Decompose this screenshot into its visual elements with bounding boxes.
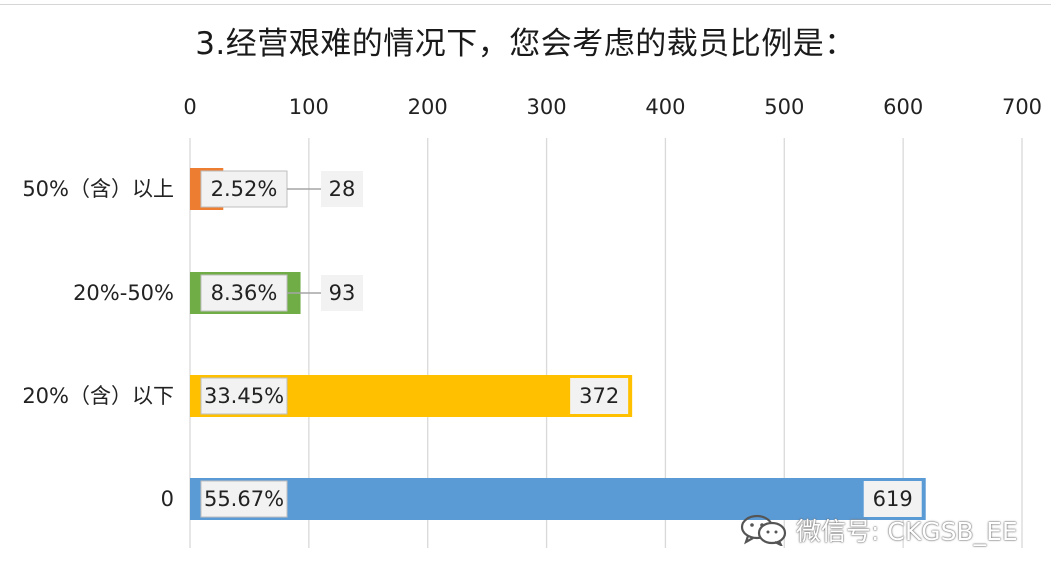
category-label: 20%-50% [73, 281, 174, 305]
wechat-icon [740, 514, 787, 546]
percent-label-box [200, 377, 288, 415]
percent-label: 8.36% [211, 281, 278, 305]
percent-label-box [200, 274, 288, 312]
chart-title: 3.经营艰难的情况下，您会考虑的裁员比例是： [195, 26, 856, 62]
x-axis-ticks: 0 100 200 300 400 500 600 700 [183, 95, 1042, 119]
value-label: 372 [579, 384, 619, 408]
category-label: 0 [161, 487, 174, 511]
x-tick-label: 600 [883, 95, 923, 119]
x-tick-label: 400 [645, 95, 685, 119]
value-label: 93 [329, 281, 356, 305]
value-label: 28 [329, 177, 356, 201]
bar [190, 478, 926, 520]
x-tick-label: 200 [408, 95, 448, 119]
value-label: 619 [873, 487, 913, 511]
x-tick-label: 100 [289, 95, 329, 119]
x-tick-label: 300 [527, 95, 567, 119]
category-label: 50%（含）以上 [22, 177, 174, 201]
category-label: 20%（含）以下 [22, 384, 174, 408]
watermark-text: 微信号: CKGSB_EE [796, 517, 1018, 546]
x-tick-label: 0 [183, 95, 196, 119]
percent-label: 2.52% [211, 177, 278, 201]
bars [190, 168, 926, 520]
x-tick-label: 700 [1002, 95, 1042, 119]
percent-label: 33.45% [204, 384, 284, 408]
x-tick-label: 500 [764, 95, 804, 119]
top-border-line [0, 4, 1051, 5]
value-label-box [570, 378, 629, 414]
value-label-box [321, 171, 363, 207]
watermark: 微信号: CKGSB_EE [740, 512, 1018, 548]
percent-label: 55.67% [204, 487, 284, 511]
percent-label-box [200, 170, 288, 208]
value-label-box [863, 481, 922, 517]
data-labels: 2.52% 28 8.36% 93 33.45% 372 55.67% 619 [200, 170, 922, 518]
value-label-box [321, 275, 363, 311]
category-labels: 50%（含）以上 20%-50% 20%（含）以下 0 [22, 177, 174, 511]
percent-label-box [200, 480, 288, 518]
